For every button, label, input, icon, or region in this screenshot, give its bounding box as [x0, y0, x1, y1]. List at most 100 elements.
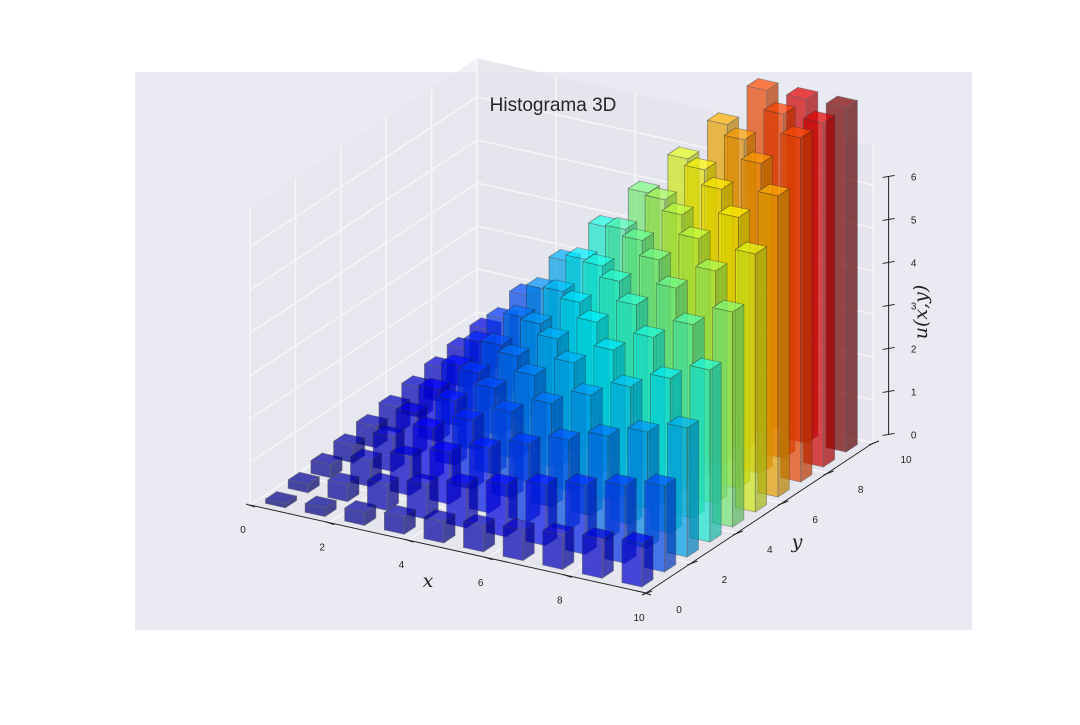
z-tick-mark — [882, 432, 895, 436]
z-tick-label: 6 — [911, 172, 917, 183]
bar-top-face — [457, 360, 491, 374]
bar-top-face — [417, 377, 451, 391]
z-tick-mark — [882, 303, 895, 307]
bar-top-face — [666, 415, 700, 429]
bar-front-face — [502, 525, 524, 562]
grid-line — [249, 182, 478, 334]
bar-front-face — [582, 534, 603, 579]
y-tick-label: 4 — [767, 545, 773, 556]
y-tick-mark — [868, 440, 880, 446]
bar-top-face — [474, 375, 508, 389]
x-tick-mark — [404, 538, 414, 543]
bar-top-face — [626, 419, 660, 433]
bar-top-face — [264, 491, 298, 505]
bar-top-face — [711, 299, 745, 313]
bar — [366, 471, 400, 512]
y-tick-mark — [823, 470, 834, 476]
z-tick-label: 4 — [911, 258, 917, 269]
bar-top-face — [491, 399, 525, 413]
bar-top-face — [570, 382, 604, 396]
y-tick-mark — [687, 560, 698, 566]
z-tick-label: 3 — [911, 301, 917, 312]
bar-top-face — [802, 110, 836, 124]
x-tick-label: 10 — [633, 613, 645, 624]
x-tick-mark — [483, 556, 493, 561]
bar-top-face — [649, 366, 683, 379]
bar-top-face — [519, 311, 553, 325]
bar-top-face — [661, 202, 695, 216]
bar-top-face — [564, 473, 598, 487]
z-tick-label: 2 — [911, 344, 917, 355]
bar — [304, 495, 338, 518]
bar-top-face — [496, 343, 531, 357]
bar-top-face — [394, 401, 429, 415]
bar-top-face — [304, 495, 338, 509]
z-tick-mark — [882, 346, 895, 350]
bar-top-face — [309, 452, 344, 466]
bar-top-face — [440, 354, 474, 367]
grid-line — [249, 268, 478, 420]
bar — [372, 424, 406, 473]
bar-top-face — [604, 217, 638, 230]
bar-top-face — [785, 86, 819, 100]
tick-labels: 0 2 4 6 8 10 0 2 4 6 8 10 0 1 2 3 4 5 6 — [240, 172, 917, 624]
bar-top-face — [587, 423, 621, 437]
bar-top-face — [576, 309, 610, 323]
bar-top-face — [502, 304, 536, 318]
bar-top-face — [678, 226, 712, 240]
bar-top-face — [372, 424, 406, 438]
bar-right-face — [845, 99, 858, 453]
bar-top-face — [462, 513, 496, 527]
x-tick-label: 0 — [240, 525, 246, 536]
bar-top-face — [536, 326, 570, 340]
bar-top-face — [422, 509, 457, 522]
bar-right-face — [732, 303, 745, 528]
bar-top-face — [349, 448, 383, 462]
bar-top-face — [355, 413, 389, 427]
pane-left — [250, 58, 477, 506]
x-tick-label: 6 — [478, 578, 484, 589]
bar — [383, 504, 417, 536]
bar-top-face — [632, 325, 666, 338]
bar-top-face — [378, 394, 412, 408]
bar-top-face — [627, 180, 661, 194]
bar-top-face — [547, 427, 581, 441]
x-axis-label: x — [423, 570, 434, 592]
bar-top-face — [638, 247, 672, 261]
bar-top-face — [332, 433, 366, 447]
z-tick-label: 5 — [911, 215, 917, 226]
y-axis-label: y — [791, 531, 803, 553]
bar-top-face — [666, 146, 701, 160]
bar-top-face — [366, 472, 400, 486]
bar-front-face — [463, 521, 484, 553]
bar-right-face — [800, 129, 813, 483]
bar-top-face — [620, 531, 655, 545]
bar-right-face — [777, 187, 790, 498]
bar-right-face — [823, 114, 836, 468]
bar — [326, 471, 361, 503]
bar-top-face — [343, 500, 377, 514]
bar — [541, 522, 575, 571]
bar — [462, 513, 496, 553]
bar-top-face — [581, 253, 616, 267]
bar — [309, 452, 344, 479]
bar-top-face — [615, 292, 649, 306]
bar-top-face — [689, 357, 723, 371]
bar-top-face — [706, 112, 740, 126]
bar-top-face — [383, 504, 417, 518]
bar-top-face — [672, 312, 706, 326]
chart-title: Histograma 3D — [490, 95, 617, 116]
bar — [445, 472, 479, 529]
grid-line — [249, 96, 478, 248]
z-tick-mark — [882, 174, 895, 178]
bar-front-face — [542, 530, 563, 571]
x-tick-label: 4 — [399, 560, 405, 571]
bar-top-face — [502, 518, 536, 531]
bar — [428, 440, 462, 506]
y-tick-mark — [778, 500, 789, 506]
x-axis-line — [249, 504, 647, 594]
bar-top-face — [564, 247, 599, 260]
bar — [264, 490, 298, 509]
